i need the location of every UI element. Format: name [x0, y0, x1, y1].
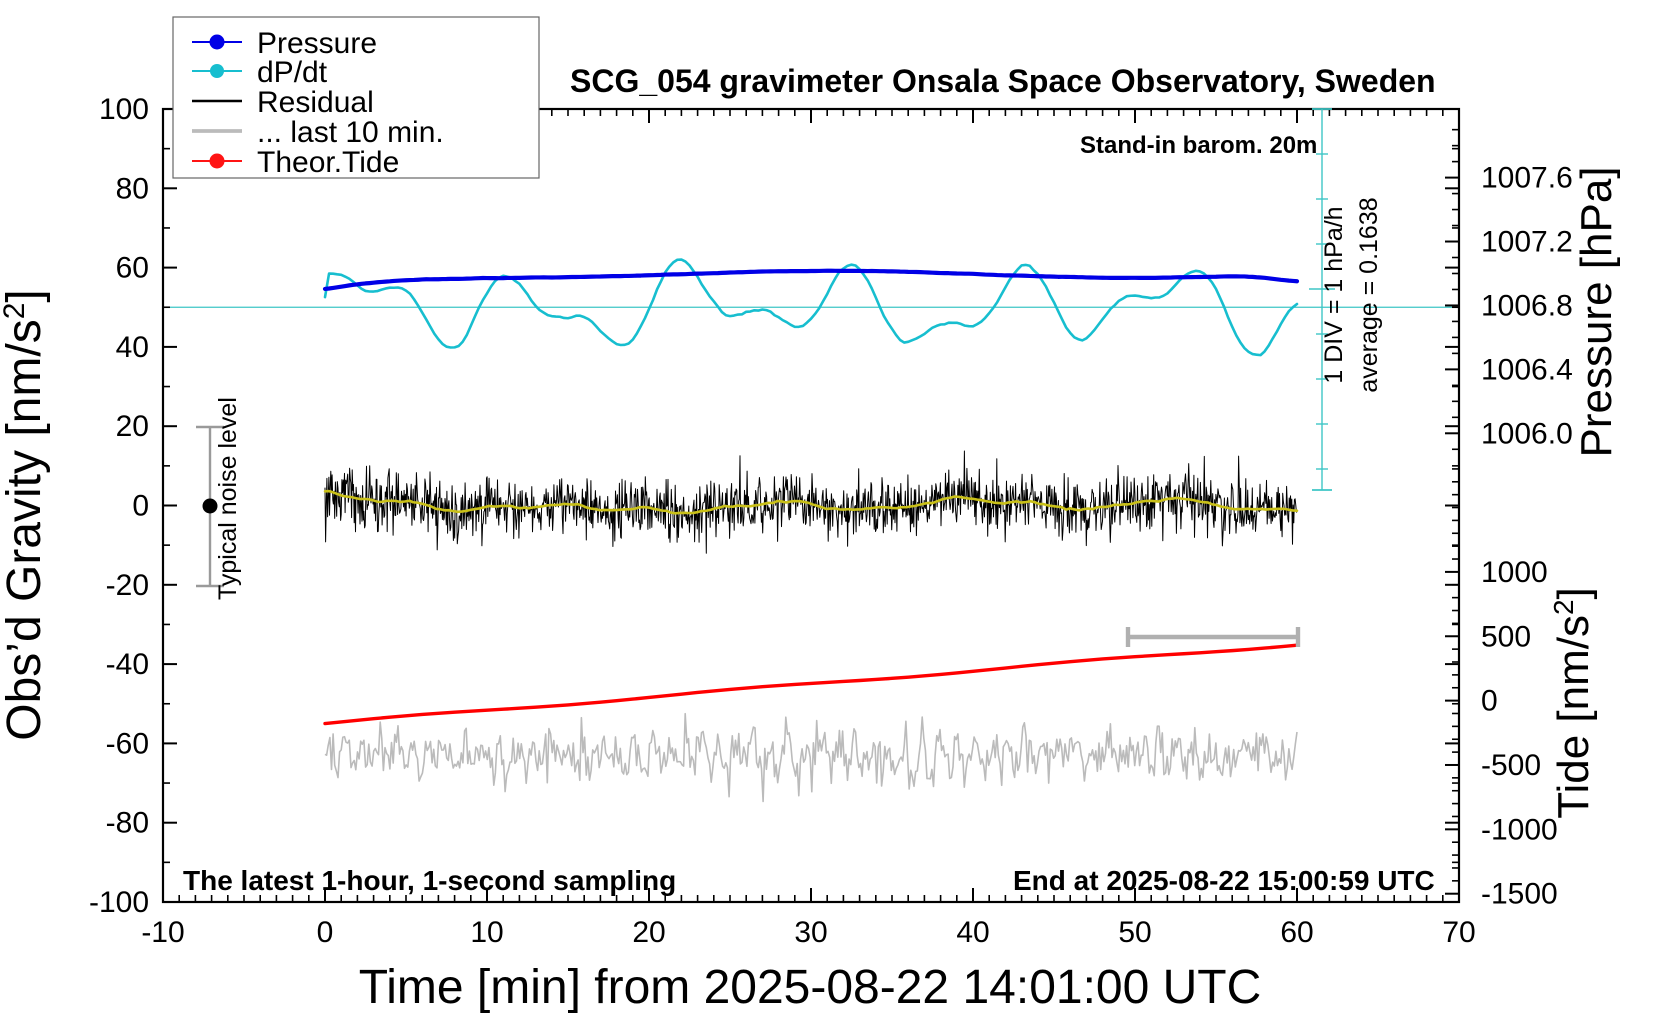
svg-text:Stand-in barom. 20m: Stand-in barom. 20m	[1080, 132, 1317, 159]
svg-text:1007.6: 1007.6	[1481, 162, 1573, 195]
svg-text:Tide [nm/s2]: Tide [nm/s2]	[1548, 587, 1599, 819]
svg-text:1000: 1000	[1481, 556, 1548, 589]
svg-text:20: 20	[116, 410, 149, 443]
svg-text:-10: -10	[141, 916, 184, 949]
svg-text:1007.2: 1007.2	[1481, 226, 1573, 259]
svg-text:100: 100	[99, 93, 149, 126]
svg-text:10: 10	[470, 916, 503, 949]
svg-text:Theor.Tide: Theor.Tide	[257, 146, 399, 179]
svg-text:SCG_054 gravimeter Onsala Spac: SCG_054 gravimeter Onsala Space Observat…	[570, 63, 1436, 99]
svg-text:-40: -40	[106, 648, 149, 681]
svg-text:End at 2025-08-22 15:00:59 UTC: End at 2025-08-22 15:00:59 UTC	[1013, 865, 1435, 896]
svg-text:0: 0	[317, 916, 334, 949]
svg-text:-60: -60	[106, 727, 149, 760]
svg-text:Pressure [hPa]: Pressure [hPa]	[1572, 166, 1621, 457]
svg-text:dP/dt: dP/dt	[257, 56, 328, 89]
svg-text:0: 0	[132, 490, 149, 523]
svg-text:1006.8: 1006.8	[1481, 289, 1573, 322]
svg-text:60: 60	[1280, 916, 1313, 949]
svg-text:50: 50	[1118, 916, 1151, 949]
svg-text:-80: -80	[106, 807, 149, 840]
svg-text:20: 20	[632, 916, 665, 949]
svg-text:The latest 1-hour, 1-second sa: The latest 1-hour, 1-second sampling	[183, 865, 676, 896]
svg-text:1006.0: 1006.0	[1481, 417, 1573, 450]
svg-text:70: 70	[1442, 916, 1475, 949]
svg-text:average = 0.1638: average = 0.1638	[1355, 197, 1383, 392]
svg-text:Typical noise level: Typical noise level	[214, 397, 242, 600]
svg-text:60: 60	[116, 252, 149, 285]
svg-text:0: 0	[1481, 685, 1498, 718]
svg-text:500: 500	[1481, 620, 1531, 653]
svg-text:-20: -20	[106, 569, 149, 602]
svg-text:40: 40	[116, 331, 149, 364]
svg-text:80: 80	[116, 172, 149, 205]
svg-text:1 DIV = 1 hPa/h: 1 DIV = 1 hPa/h	[1320, 206, 1348, 383]
svg-text:Obs’d Gravity [nm/s2]: Obs’d Gravity [nm/s2]	[0, 289, 51, 740]
svg-text:-1500: -1500	[1481, 878, 1558, 911]
svg-text:30: 30	[794, 916, 827, 949]
svg-text:-1000: -1000	[1481, 813, 1558, 846]
svg-text:... last 10 min.: ... last 10 min.	[257, 116, 444, 149]
svg-text:Time [min] from 2025-08-22 14:: Time [min] from 2025-08-22 14:01:00 UTC	[359, 961, 1262, 1014]
svg-text:-500: -500	[1481, 749, 1541, 782]
svg-text:40: 40	[956, 916, 989, 949]
svg-text:-100: -100	[89, 886, 149, 919]
svg-text:Residual: Residual	[257, 86, 374, 119]
svg-text:1006.4: 1006.4	[1481, 353, 1573, 386]
